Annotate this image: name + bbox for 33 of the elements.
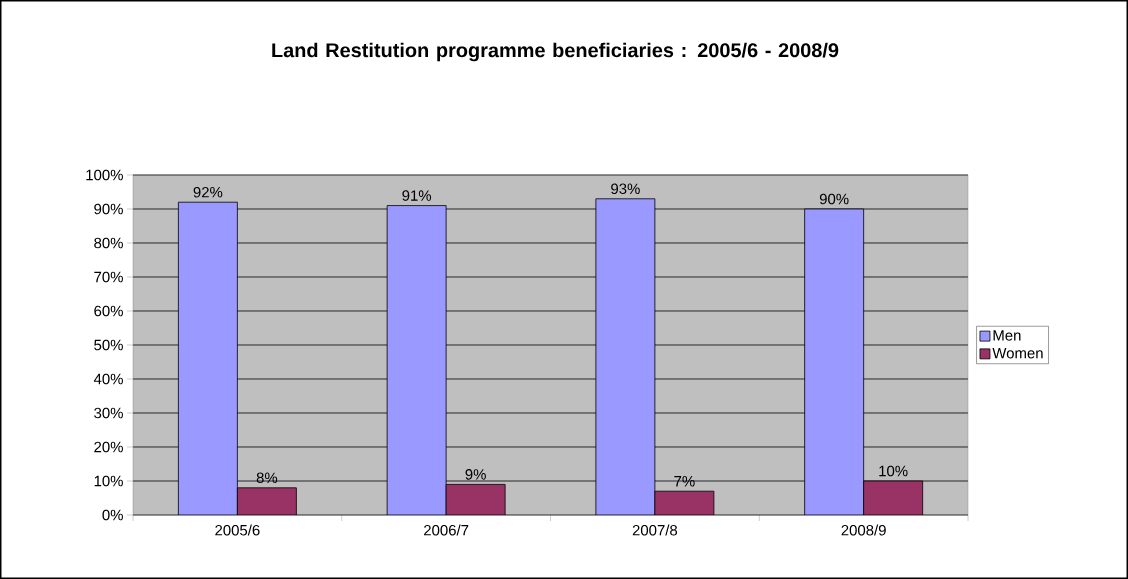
y-tick-label: 60%: [94, 305, 123, 317]
bar: [863, 480, 924, 515]
data-label: 90%: [819, 193, 849, 205]
x-tick-label: 2006/7: [424, 524, 469, 536]
data-label: 10%: [879, 465, 908, 477]
y-tick-label: 70%: [94, 271, 123, 283]
data-label: 93%: [611, 183, 640, 195]
x-tick-label: 2005/6: [215, 524, 260, 536]
y-tick-label: 50%: [94, 339, 123, 351]
y-tick-label: 10%: [94, 475, 123, 487]
bar: [236, 487, 297, 515]
x-tick-label: 2008/9: [841, 524, 886, 536]
y-tick-label: 0%: [102, 509, 123, 521]
data-label: 9%: [465, 469, 486, 480]
legend-label: Women: [992, 347, 1043, 359]
y-tick-label: 90%: [94, 203, 123, 215]
bar: [177, 201, 238, 515]
chart-title: Land Restitution programme beneficiaries : 2005/6 - 2008/9: [272, 42, 839, 62]
data-label: 7%: [674, 476, 695, 487]
y-tick-label: 30%: [94, 407, 123, 419]
bar: [595, 198, 656, 515]
y-tick-label: 80%: [94, 237, 123, 249]
bar: [445, 484, 506, 515]
legend-label: Men: [993, 330, 1021, 341]
x-tick-label: 2007/8: [632, 524, 678, 536]
data-label: 92%: [193, 186, 223, 198]
y-tick-label: 100%: [86, 169, 123, 181]
data-label: 8%: [256, 472, 278, 484]
bar: [386, 205, 447, 515]
bar: [804, 208, 865, 515]
y-tick-label: 20%: [94, 441, 123, 453]
data-label: 91%: [402, 190, 432, 201]
y-tick-label: 40%: [93, 373, 123, 385]
